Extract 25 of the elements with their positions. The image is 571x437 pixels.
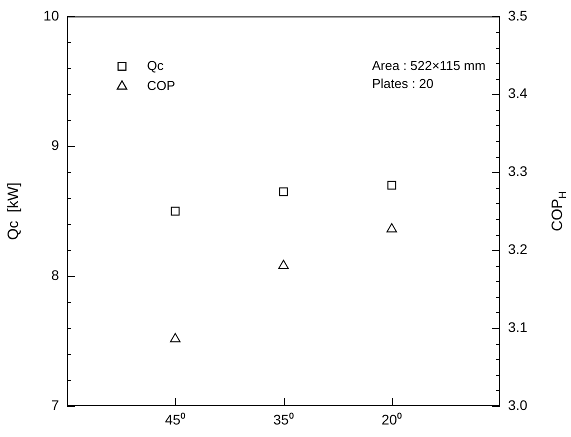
annotation: Area : 522×115 mm — [372, 58, 486, 73]
x-tick-label: 20⁰ — [381, 411, 402, 428]
annotation: Plates : 20 — [372, 76, 434, 91]
point — [170, 332, 181, 342]
y2-tick-label: 3.5 — [508, 7, 528, 24]
point — [386, 223, 398, 232]
y-tick-label: 10 — [43, 7, 60, 24]
y2-tick-label: 3.0 — [508, 396, 528, 413]
point — [387, 180, 396, 190]
x-tick-label: 35⁰ — [273, 411, 294, 428]
y-axis-title: Qc [kW] — [5, 182, 22, 240]
point — [278, 260, 289, 269]
y2-tick-label: 3.3 — [508, 163, 528, 180]
legend-label: Qc — [147, 58, 164, 73]
y2-axis-title: COPH — [549, 191, 570, 232]
x-tick-label: 45⁰ — [164, 411, 186, 428]
y2-tick-label: 3.1 — [508, 318, 528, 335]
y-tick-label: 7 — [51, 396, 60, 413]
legend-label: COP — [147, 78, 176, 93]
point — [279, 187, 288, 196]
y2-tick-label: 3.2 — [508, 241, 528, 258]
y-tick-label: 9 — [51, 137, 60, 154]
y2-tick-label: 3.4 — [508, 85, 528, 102]
y-tick-label: 8 — [51, 266, 60, 283]
point — [170, 206, 180, 216]
